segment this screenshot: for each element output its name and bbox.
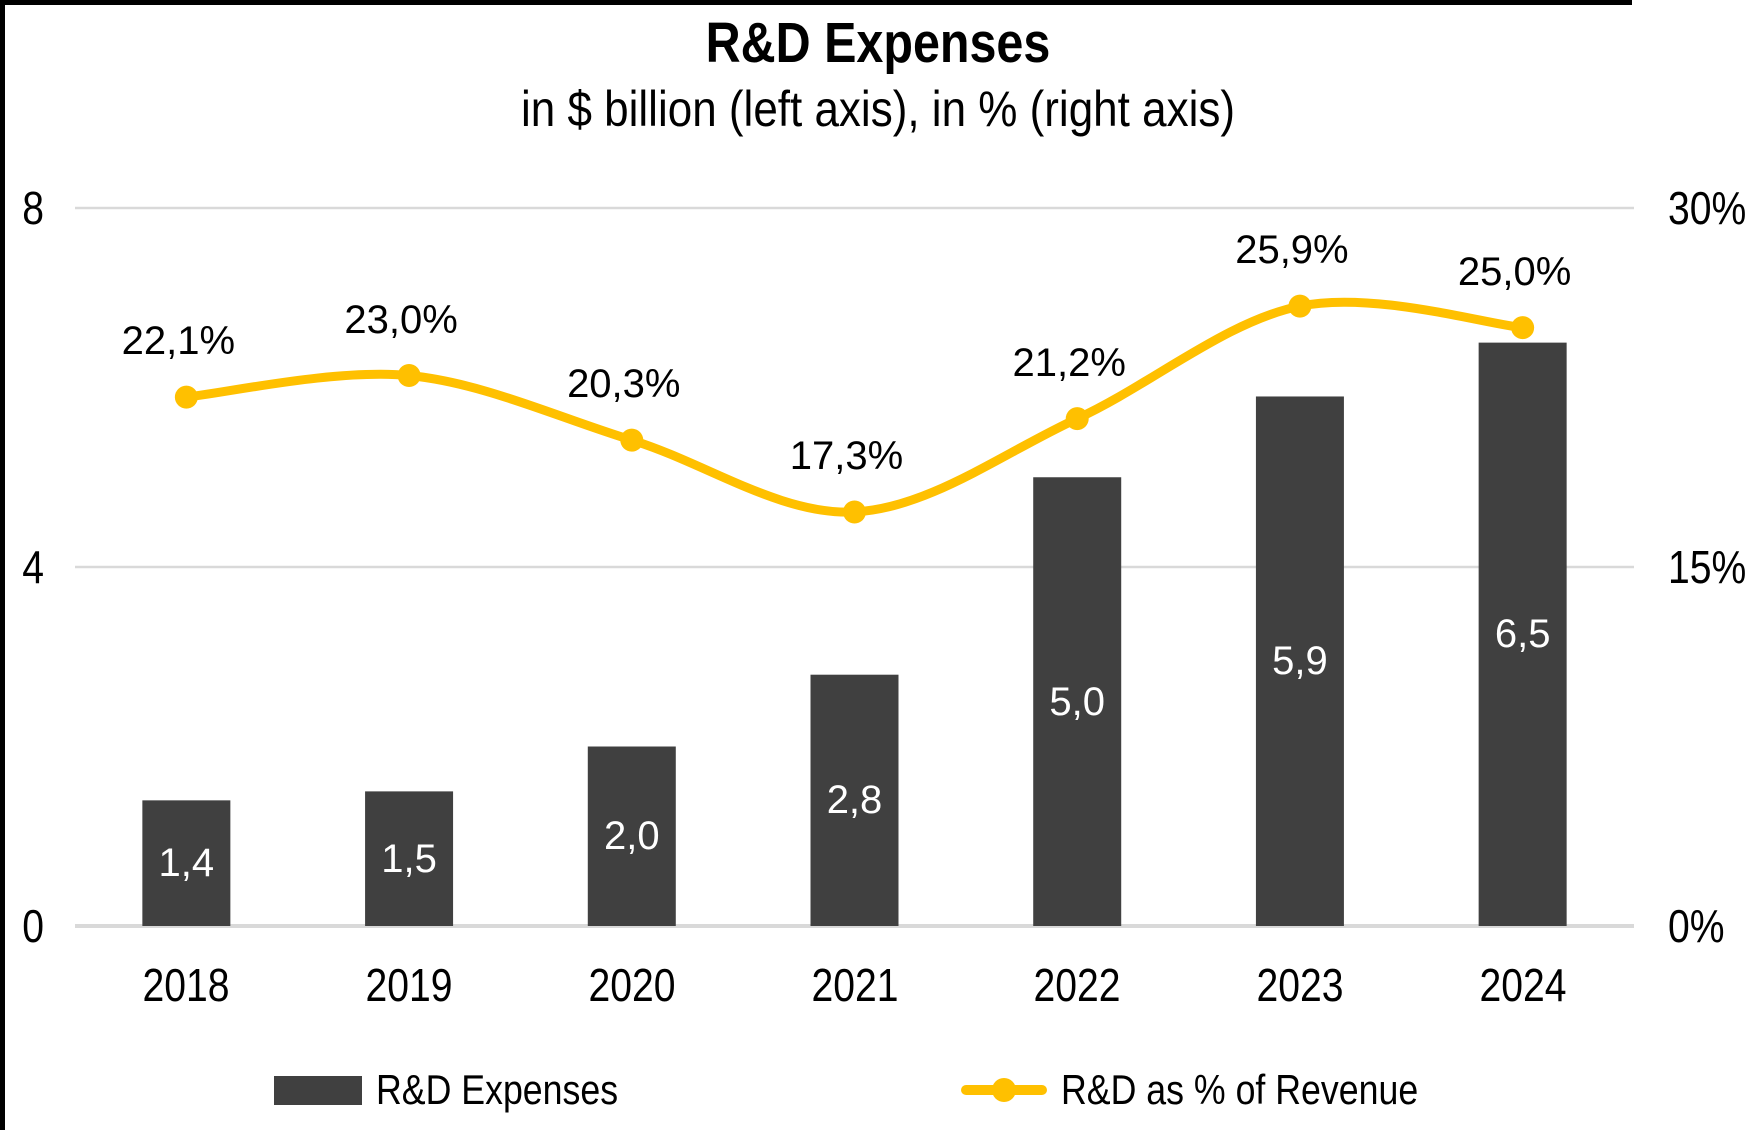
bar-value-label-2022: 5,0 [1049, 679, 1105, 724]
x-axis-label-2022: 2022 [1033, 959, 1121, 1011]
chart-title: R&D Expenses [705, 11, 1051, 75]
legend: R&D Expenses R&D as % of Revenue [0, 1060, 1756, 1120]
legend-item-rd-expenses: R&D Expenses [274, 1063, 661, 1117]
x-axis-label-2018: 2018 [142, 959, 230, 1011]
bar-2021 [810, 674, 899, 926]
marker-2024 [1511, 316, 1535, 340]
x-axis-label-2020: 2020 [588, 959, 676, 1011]
marker-2023 [1288, 294, 1312, 318]
line-marker-icon [992, 1078, 1017, 1102]
marker-2021 [843, 500, 866, 524]
line-value-label-2023: 25,9% [1235, 228, 1349, 273]
right-axis-tick-0%: 0% [1668, 900, 1725, 952]
bar-2022 [1033, 477, 1122, 926]
line-value-label-2018: 22,1% [121, 319, 236, 364]
bar-value-label-2024: 6,5 [1494, 612, 1551, 657]
bar-value-label-2023: 5,9 [1272, 639, 1328, 684]
bar-value-label-2018: 1,4 [158, 841, 215, 886]
chart-subtitle: in $ billion (left axis), in % (right ax… [520, 81, 1236, 137]
bar-2020 [587, 746, 676, 926]
x-axis-label-2021: 2021 [811, 959, 898, 1011]
line-value-label-2020: 20,3% [567, 362, 681, 407]
bar-series-swatch-icon [274, 1075, 363, 1105]
left-axis-tick-8: 8 [22, 182, 44, 234]
legend-label-rd-expenses: R&D Expenses [376, 1066, 619, 1113]
bar-2023 [1255, 396, 1344, 927]
line-series-swatch-icon [961, 1078, 1048, 1102]
marker-2022 [1065, 407, 1089, 431]
x-axis-label-2024: 2024 [1479, 959, 1567, 1011]
left-axis-tick-4: 4 [22, 541, 44, 593]
bar-value-label-2020: 2,0 [603, 814, 660, 859]
bar-2018 [142, 800, 231, 926]
line-value-label-2022: 21,2% [1012, 340, 1126, 385]
right-axis-tick-30%: 30% [1668, 182, 1747, 234]
bar-value-label-2021: 2,8 [826, 778, 883, 823]
legend-label-rd-percent: R&D as % of Revenue [1061, 1066, 1419, 1113]
line-value-label-2024: 25,0% [1457, 249, 1572, 294]
marker-2018 [174, 385, 198, 409]
line-value-label-2019: 23,0% [344, 297, 458, 342]
bar-2019 [365, 791, 454, 926]
bar-2024 [1478, 342, 1567, 926]
left-axis-tick-0: 0 [22, 900, 44, 952]
legend-item-rd-percent: R&D as % of Revenue [961, 1063, 1481, 1117]
marker-2020 [620, 428, 644, 452]
right-axis-tick-15%: 15% [1668, 541, 1747, 593]
x-axis-label-2019: 2019 [365, 959, 453, 1011]
line-value-label-2021: 17,3% [789, 433, 904, 478]
chart-border-left [0, 0, 5, 1130]
chart-border-top [0, 0, 1632, 5]
x-axis-label-2023: 2023 [1256, 959, 1344, 1011]
marker-2019 [397, 364, 421, 388]
bar-value-label-2019: 1,5 [381, 836, 437, 881]
